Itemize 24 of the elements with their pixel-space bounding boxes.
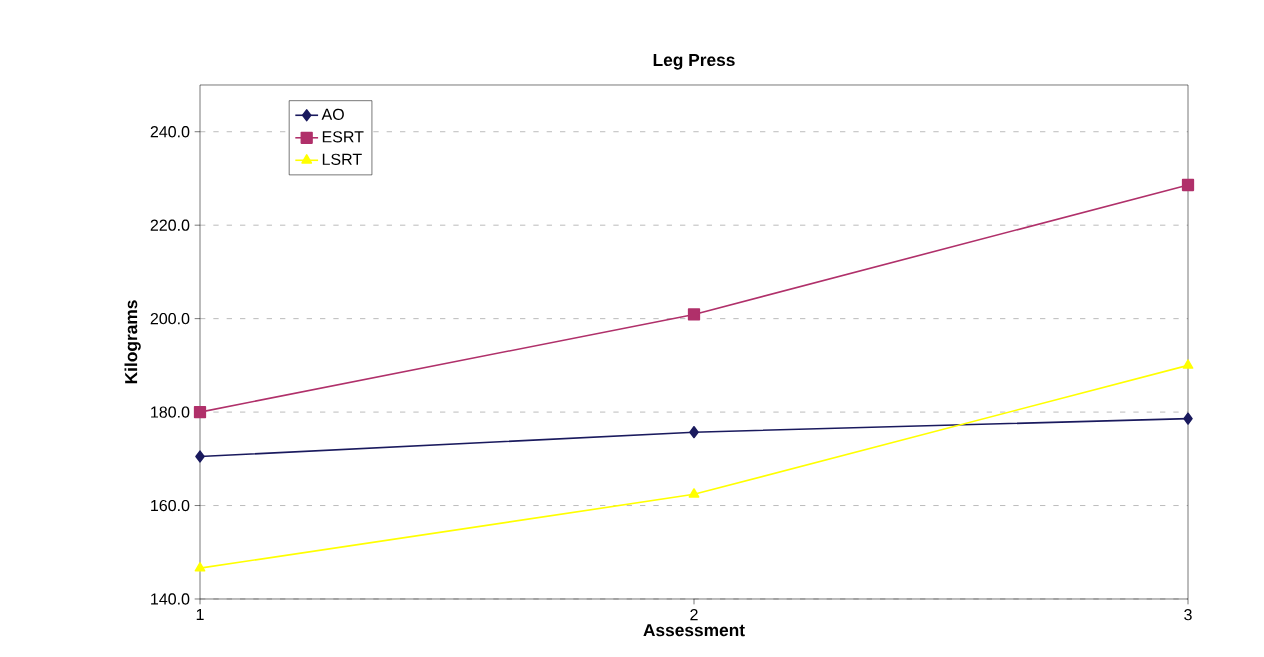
point — [1183, 412, 1193, 425]
point — [689, 426, 699, 439]
x-tick-label: 1 — [196, 609, 204, 621]
y-tick-label: 200.0 — [150, 312, 190, 325]
legend-label: LSRT — [322, 153, 362, 166]
y-tick-label: 240.0 — [150, 126, 190, 138]
y-axis-title: Kilograms — [124, 300, 141, 384]
x-tick-label: 2 — [690, 609, 698, 621]
x-tick-label: 3 — [1184, 609, 1192, 621]
y-tick-label: 140.0 — [151, 593, 190, 605]
chart-title: Leg Press — [653, 54, 735, 70]
point — [195, 450, 205, 463]
point — [1182, 359, 1194, 369]
x-axis-title: Assessment — [643, 624, 745, 637]
point — [687, 308, 701, 321]
point — [688, 488, 700, 498]
legend-label: ESRT — [322, 131, 364, 143]
y-tick-label: 160.0 — [151, 499, 190, 512]
point — [1181, 178, 1195, 192]
point — [193, 405, 207, 419]
y-tick-label: 180.0 — [151, 406, 190, 418]
y-tick-label: 220.0 — [150, 219, 190, 231]
point — [194, 562, 206, 572]
legend-label: AO — [321, 108, 344, 120]
